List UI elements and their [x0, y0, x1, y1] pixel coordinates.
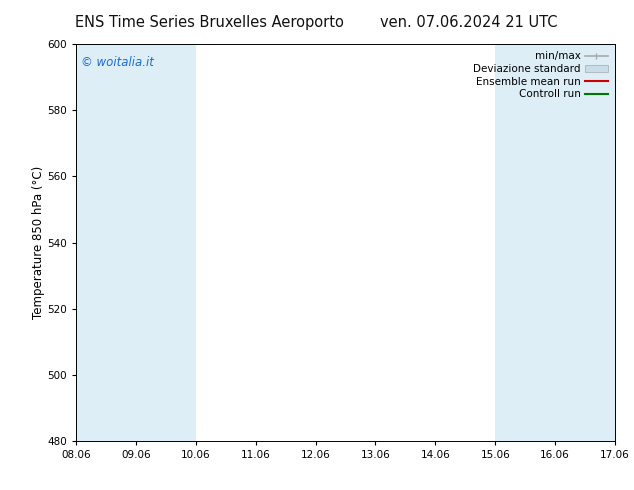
Text: ENS Time Series Bruxelles Aeroporto: ENS Time Series Bruxelles Aeroporto — [75, 15, 344, 30]
Bar — [555, 44, 615, 441]
Text: © woitalia.it: © woitalia.it — [81, 56, 154, 69]
Bar — [495, 44, 555, 441]
Bar — [136, 44, 196, 441]
Bar — [76, 44, 136, 441]
Y-axis label: Temperature 850 hPa (°C): Temperature 850 hPa (°C) — [32, 166, 44, 319]
Legend: min/max, Deviazione standard, Ensemble mean run, Controll run: min/max, Deviazione standard, Ensemble m… — [469, 47, 612, 103]
Text: ven. 07.06.2024 21 UTC: ven. 07.06.2024 21 UTC — [380, 15, 558, 30]
